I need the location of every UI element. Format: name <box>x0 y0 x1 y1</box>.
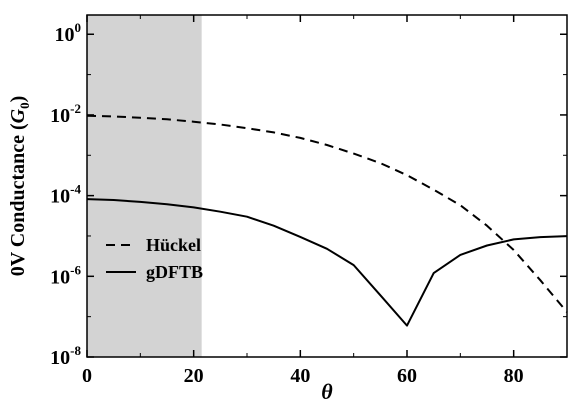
x-tick-label: 0 <box>82 365 92 387</box>
x-tick-label: 60 <box>397 365 417 387</box>
y-tick-label: 100 <box>55 20 82 46</box>
y-tick-label: 10-8 <box>50 343 81 369</box>
legend: Hückel gDFTB <box>106 235 203 282</box>
shaded-region <box>87 15 202 357</box>
plot-frame <box>86 14 568 358</box>
x-axis-title: θ <box>321 379 333 401</box>
x-tick-label: 20 <box>184 365 204 387</box>
legend-label-huckel: Hückel <box>146 235 201 255</box>
x-tick-label: 40 <box>290 365 310 387</box>
series-layer <box>86 114 568 327</box>
x-axis-ticks: 0 20 40 60 80 <box>82 15 524 387</box>
y-tick-label: 10-4 <box>50 182 81 208</box>
plot-area <box>86 14 568 358</box>
series-line-h-ckel <box>86 114 568 313</box>
y-tick-label: 10-2 <box>50 101 81 127</box>
series-line-gdftb <box>86 198 568 327</box>
y-axis-ticks: 100 10-2 10-4 10-6 10-8 <box>50 20 567 369</box>
y-tick-label: 10-6 <box>50 262 81 288</box>
x-tick-label: 80 <box>504 365 524 387</box>
y-axis-title: 0V Conductance (G0) <box>7 96 32 277</box>
legend-label-gdftb: gDFTB <box>146 262 203 282</box>
